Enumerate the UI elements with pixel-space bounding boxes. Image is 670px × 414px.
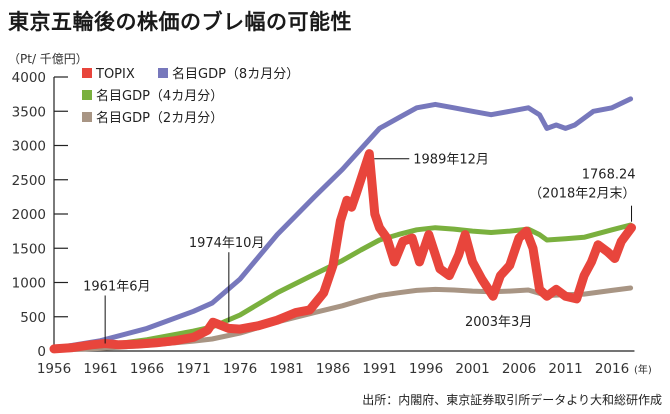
series-line-0	[49, 149, 636, 354]
x-tick-label: 1996	[409, 361, 443, 377]
annotations: 1961年6月 1974年10月 1989年12月 2003年3月 1768.24 （20…	[83, 153, 636, 344]
source-note: 出所：内閣府、東京証券取引所データより大和総研作成	[362, 393, 662, 407]
legend-label-1: 名目GDP（8カ月分）	[172, 66, 299, 82]
x-tick-label: 2001	[455, 361, 489, 377]
y-tick-label: 4000	[12, 70, 46, 86]
y-tick-label: 2500	[12, 173, 46, 189]
annotation-1989-december: 1989年12月	[413, 153, 489, 168]
x-tick-label: 1966	[130, 361, 164, 377]
x-tick-label: 1971	[176, 361, 210, 377]
legend-swatch-0	[82, 68, 92, 78]
axes: 0 500 1000 1500 2000 2500 3000 3500 4000 1956 1961…	[12, 70, 652, 377]
x-tick-label: 1976	[223, 361, 257, 377]
y-tick-label: 500	[20, 310, 46, 326]
legend: TOPIX 名目GDP（8カ月分） 名目GDP（4カ月分） 名目GDP（2カ月分）	[82, 66, 299, 126]
x-tick-label: 1961	[83, 361, 117, 377]
annotation-1974-october: 1974年10月	[189, 236, 265, 251]
legend-label-3: 名目GDP（2カ月分）	[96, 110, 223, 126]
legend-label-2: 名目GDP（4カ月分）	[96, 88, 223, 104]
y-tick-label: 3000	[12, 139, 46, 155]
x-axis-unit-label: (年)	[634, 363, 652, 376]
x-tick-label: 2006	[502, 361, 536, 377]
series-lines	[49, 96, 636, 354]
annotation-1961-june: 1961年6月	[83, 279, 150, 294]
legend-swatch-3	[82, 112, 92, 122]
legend-swatch-2	[82, 90, 92, 100]
y-tick-label: 1500	[12, 241, 46, 257]
x-tick-label: 2011	[548, 361, 582, 377]
y-tick-label: 0	[37, 344, 46, 360]
annotation-2003-march: 2003年3月	[465, 315, 532, 330]
y-tick-label: 1000	[12, 276, 46, 292]
x-tick-label: 1991	[362, 361, 396, 377]
series-line-1	[51, 96, 634, 351]
x-tick-label: 1956	[37, 361, 71, 377]
y-axis-unit-label: （Pt/ 千億円）	[8, 52, 88, 66]
chart-title: 東京五輪後の株価のブレ幅の可能性	[8, 10, 352, 34]
x-tick-label: 1981	[269, 361, 303, 377]
y-tick-label: 3500	[12, 104, 46, 120]
x-tick-label: 1986	[316, 361, 350, 377]
legend-label-0: TOPIX	[95, 67, 135, 82]
x-tick-label: 2016	[595, 361, 629, 377]
annotation-latest-value: 1768.24	[582, 168, 636, 183]
annotation-latest-date: （2018年2月末）	[529, 187, 635, 202]
y-tick-label: 2000	[12, 207, 46, 223]
legend-swatch-1	[158, 68, 168, 78]
